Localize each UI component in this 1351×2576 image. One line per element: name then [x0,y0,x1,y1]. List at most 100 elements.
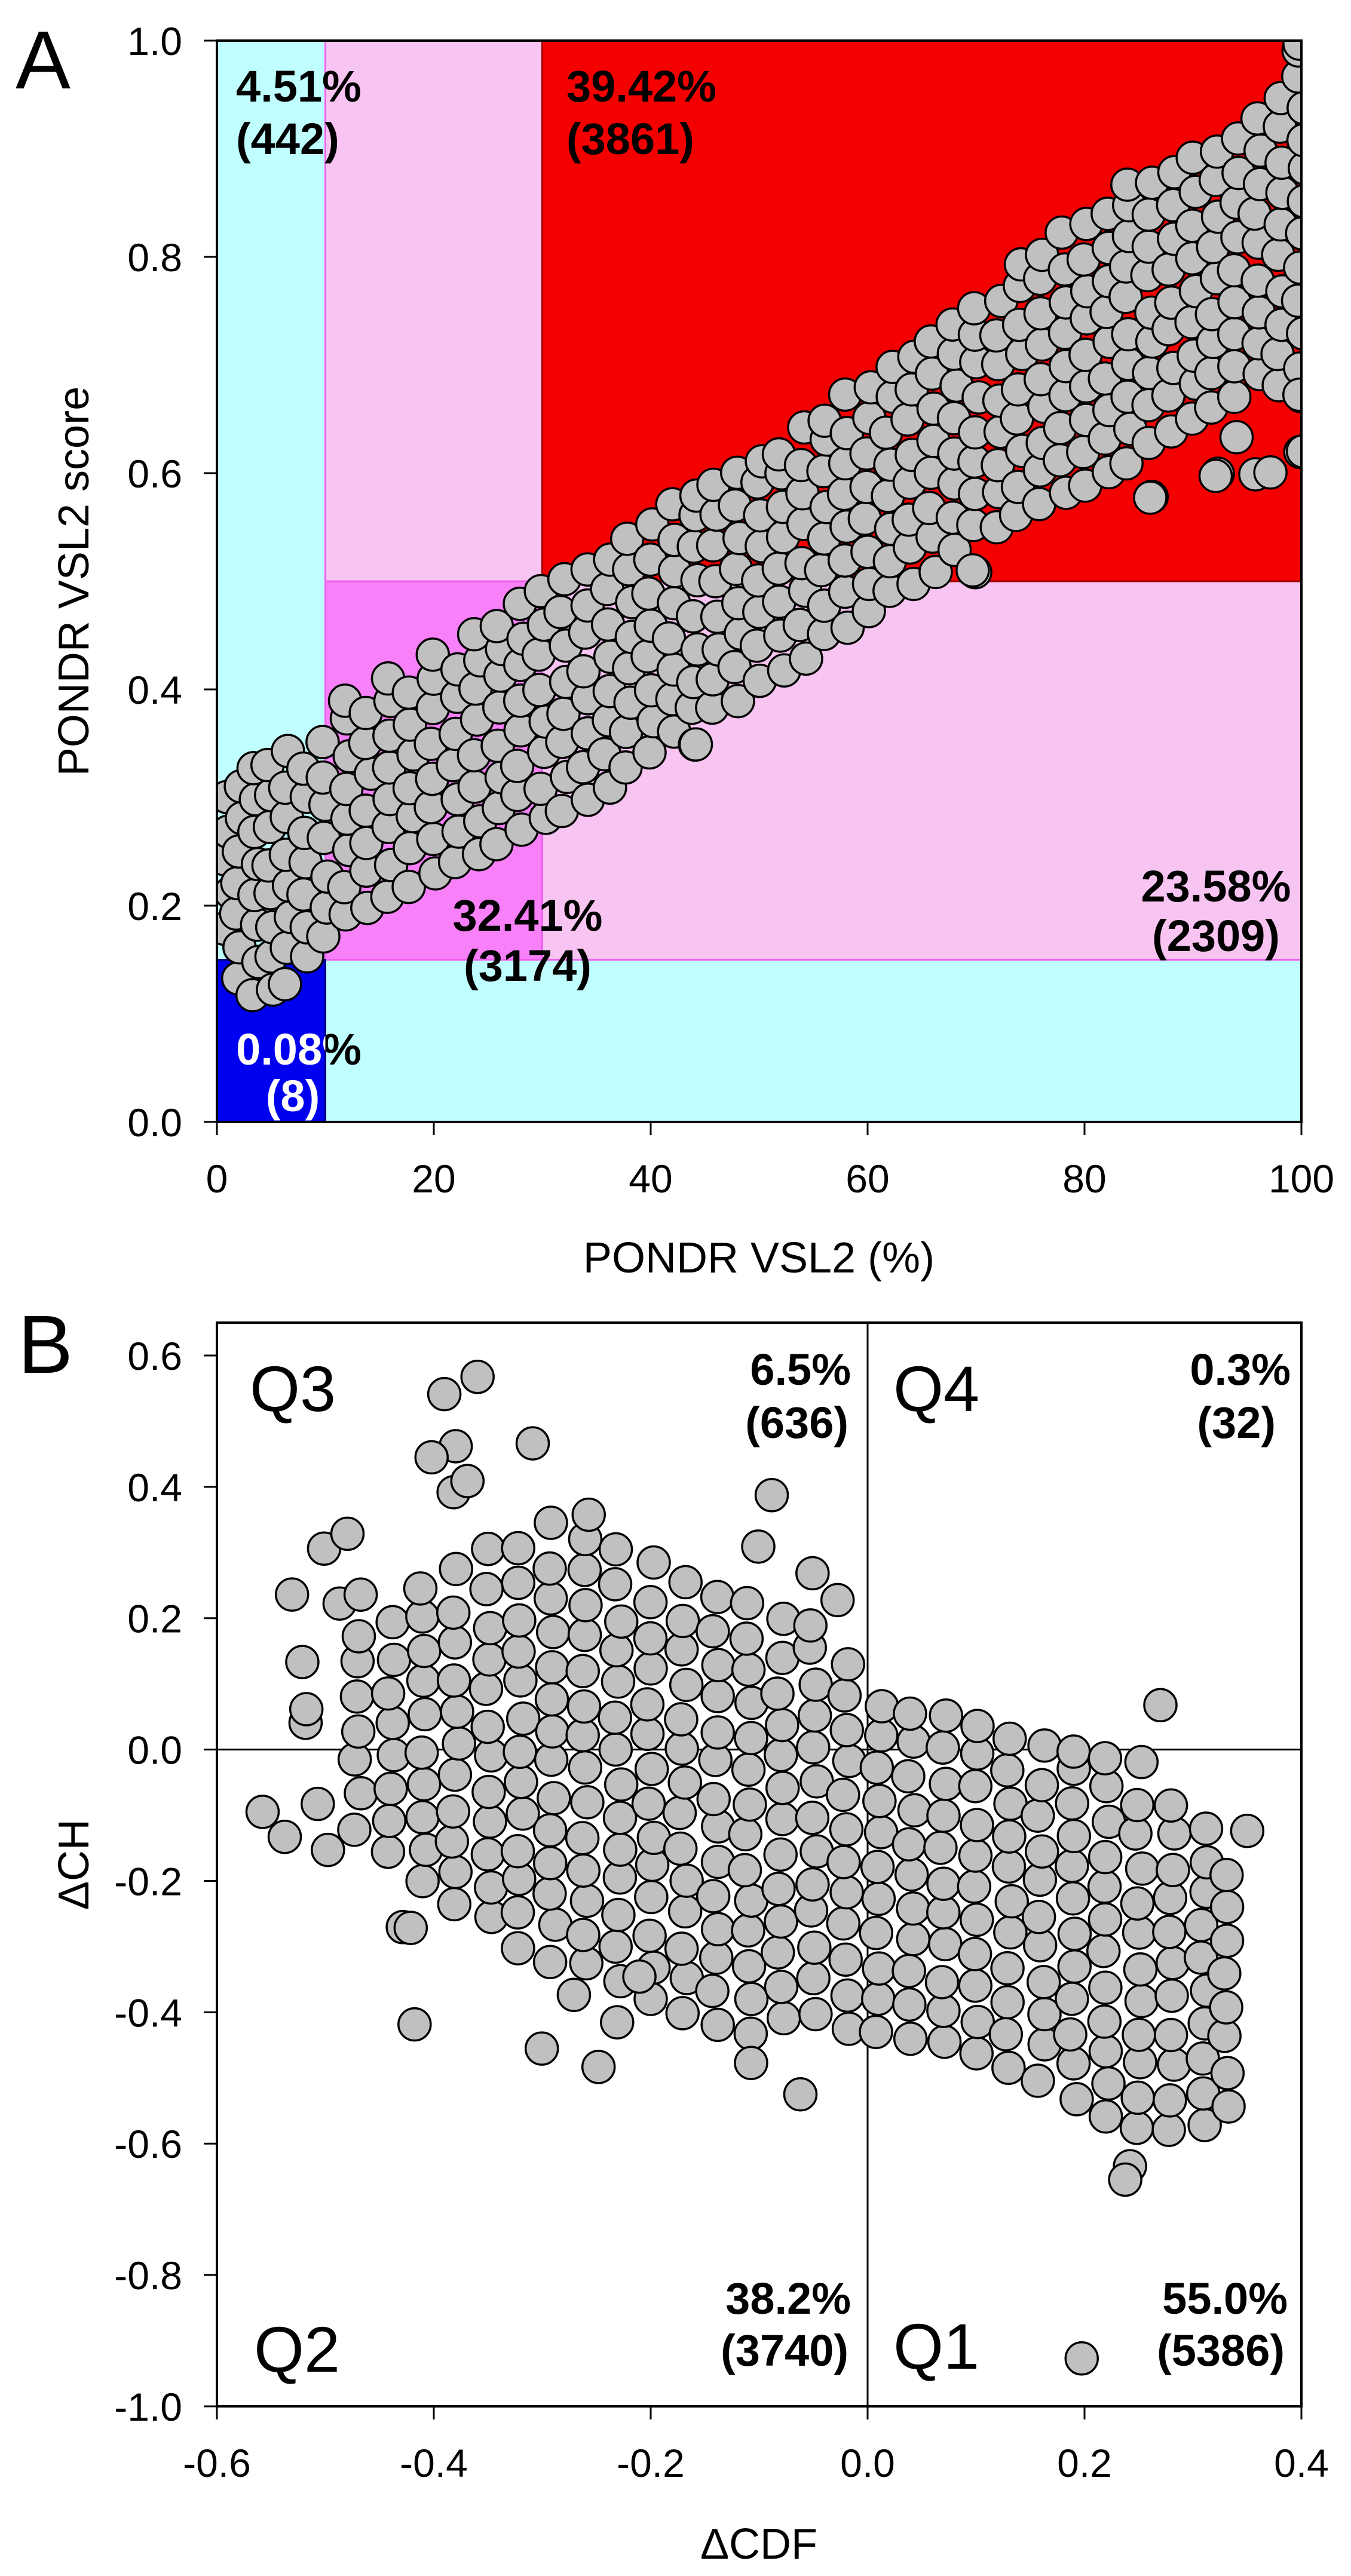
data-point [289,1692,324,1726]
data-point [633,1651,668,1686]
data-point [897,1793,932,1828]
data-point [602,1801,638,1835]
data-point [565,1718,600,1753]
data-point [436,1595,471,1630]
data-point [1064,2341,1099,2376]
data-point [1184,1908,1219,1943]
data-point [754,1477,789,1513]
data-point [1209,1924,1245,1958]
data-point [524,2031,559,2066]
data-point [1286,91,1301,125]
data-point [581,2050,616,2084]
data-point [695,1973,730,2008]
data-point [892,1987,927,2022]
data-point [534,1682,569,1717]
data-point [829,1875,864,1910]
data-point [598,1732,633,1767]
y-tick-label: 0.0 [127,1728,182,1772]
data-point [500,1833,535,1869]
y-tick-label: 0.2 [127,1597,182,1641]
data-point [927,2024,962,2059]
data-point [1124,1744,1159,1780]
data-point [733,1787,767,1822]
data-point [959,1902,994,1937]
data-point [992,1721,1027,1756]
data-point [1091,2066,1126,2101]
data-point [864,1718,899,1753]
data-point [1087,1839,1123,1875]
data-point [532,1846,568,1881]
quadrant-label-q4: Q4 [893,1353,979,1425]
data-point [764,1970,799,2004]
data-point [955,553,990,588]
data-point [405,1800,440,1835]
data-point [1282,377,1301,412]
data-point [1088,2034,1123,2069]
annotation-magenta: 32.41% (3174) [453,891,603,990]
data-point [603,1604,639,1639]
data-point [571,1497,606,1532]
data-point [598,1532,633,1567]
data-point [959,2036,994,2071]
data-point [958,1968,993,2003]
data-point [1211,2089,1246,2124]
data-point [1087,1902,1123,1937]
scatter-points-b [245,1359,1265,2376]
data-point [664,1731,699,1766]
data-point [376,1642,412,1678]
data-point [700,1912,736,1946]
annotation-count: (3174) [464,941,592,990]
data-point [926,1730,960,1765]
data-point [566,1689,602,1724]
data-point [436,1794,470,1829]
data-point [696,1879,731,1913]
data-point [631,1786,666,1821]
data-point [926,1798,961,1833]
data-point [700,1580,735,1614]
data-point [796,1961,831,1995]
data-point [991,2050,1026,2086]
data-point [1152,1915,1187,1949]
data-point [1210,2056,1245,2091]
data-point [830,1978,865,2013]
data-point [896,1922,931,1956]
data-point [569,1883,605,1918]
data-point [741,1529,776,1564]
annotation-q1: 55.0% (5386) [1157,2274,1288,2375]
data-point [440,1694,474,1729]
x-axis-title-a: PONDR VSL2 (%) [583,1234,935,1282]
data-point [763,1837,798,1872]
region-pink-upper [324,39,543,582]
data-point [923,1830,958,1865]
data-point [1286,316,1301,351]
data-point [532,1945,568,1980]
data-point [442,1726,476,1761]
data-point [1055,1848,1089,1884]
data-point [245,1795,280,1829]
data-point [565,1821,600,1856]
data-point [532,1551,567,1586]
data-point [734,1982,769,2016]
data-point [1155,1946,1190,1980]
data-point [990,1951,1025,1986]
quadrant-label-q2: Q2 [254,2313,340,2385]
data-point [341,1714,376,1749]
data-point [502,1603,537,1638]
data-point [797,1930,832,1965]
data-point [622,1959,657,1994]
annotation-count: (32) [1197,1398,1276,1448]
data-point [633,1585,668,1620]
data-point [501,1931,535,1965]
data-point [439,1551,473,1587]
data-point [556,1977,592,2012]
data-point [1109,446,1144,481]
data-point [696,1614,730,1649]
data-point [407,1633,442,1669]
data-point [826,1777,860,1813]
data-point [829,1713,864,1747]
axes-b: -1.0 -0.8 -0.6 -0.4 -0.2 0.0 0.2 0.4 0.6 -0.6 -0.4… [114,1334,1329,2485]
data-point [795,1867,830,1902]
data-point [859,1915,893,1951]
data-point [894,1857,929,1892]
data-point [892,1954,926,1988]
